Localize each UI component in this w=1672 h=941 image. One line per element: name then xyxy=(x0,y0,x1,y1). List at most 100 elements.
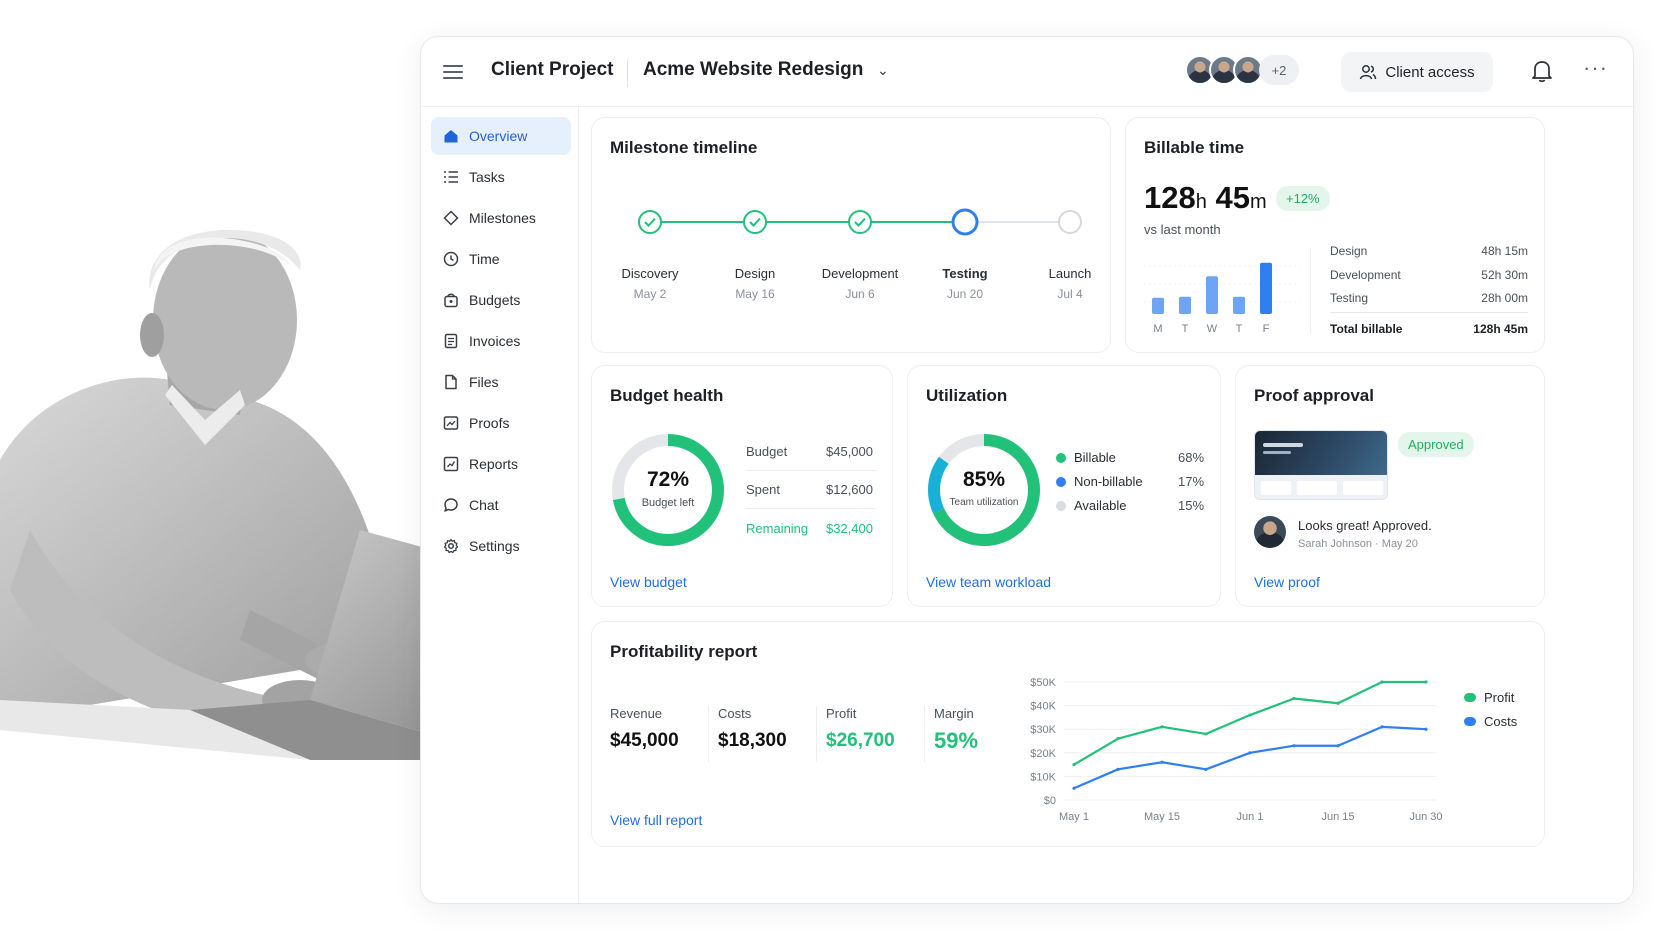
thumbnail-heading xyxy=(1263,443,1303,447)
legend-dot xyxy=(1056,452,1066,463)
milestone-done-marker xyxy=(743,210,767,234)
milestone-date: Jul 4 xyxy=(1057,287,1083,301)
sidebar-item-chat[interactable]: Chat xyxy=(431,486,571,524)
y-tick-label: $10K xyxy=(1030,771,1056,783)
check-icon xyxy=(854,217,866,227)
milestone-label: Design xyxy=(734,266,776,281)
avatar[interactable] xyxy=(1185,55,1215,85)
users-icon xyxy=(1360,65,1377,80)
total-billable-value: 128h 45m xyxy=(1473,322,1528,336)
view-team-workload-link[interactable]: View team workload xyxy=(926,574,1052,590)
change-badge: +12% xyxy=(1276,186,1330,211)
kpi-label: Costs xyxy=(718,706,752,721)
view-budget-link[interactable]: View budget xyxy=(610,574,687,590)
profitability-report-card: Profitability report Revenue $45,000 Cos… xyxy=(591,621,1545,847)
timeline-track xyxy=(638,208,1082,236)
sidebar-item-files[interactable]: Files xyxy=(431,363,571,401)
menu-icon[interactable] xyxy=(443,62,463,80)
kpi-label: Margin xyxy=(934,706,974,721)
avatar[interactable] xyxy=(1233,55,1263,85)
minutes-unit: m xyxy=(1249,191,1267,213)
sidebar-item-label: Time xyxy=(469,251,500,267)
card-title: Budget health xyxy=(610,386,724,405)
milestone-date: Jun 20 xyxy=(946,287,984,301)
data-point xyxy=(1380,680,1384,684)
data-point xyxy=(1204,767,1208,771)
legend-dot xyxy=(1056,500,1066,511)
milestone-done-marker xyxy=(638,210,662,234)
more-members-badge[interactable]: +2 xyxy=(1259,55,1299,85)
sidebar-item-label: Settings xyxy=(469,538,520,554)
team-avatars[interactable]: +2 xyxy=(1185,55,1299,85)
bell-icon[interactable] xyxy=(1531,59,1553,83)
utilization-donut xyxy=(928,434,1040,546)
minutes-value: 45 xyxy=(1215,180,1250,215)
client-access-button[interactable]: Client access xyxy=(1341,52,1493,92)
data-point xyxy=(1072,763,1076,767)
data-point xyxy=(1160,760,1164,764)
data-point xyxy=(1292,744,1296,748)
avatar[interactable] xyxy=(1209,55,1239,85)
legend-label: Billable xyxy=(1074,450,1116,465)
divider xyxy=(924,706,925,762)
day-tick-label: T xyxy=(1236,323,1243,335)
proof-thumbnail[interactable] xyxy=(1254,430,1388,500)
billable-row-value: 48h 15m xyxy=(1481,244,1528,258)
check-icon xyxy=(644,217,656,227)
thumbnail-block xyxy=(1343,481,1383,495)
legend-value: 68% xyxy=(1178,450,1205,465)
sidebar-item-label: Reports xyxy=(469,456,519,472)
sidebar-item-reports[interactable]: Reports xyxy=(431,445,571,483)
milestone-done-marker xyxy=(848,210,872,234)
y-tick-label: $0 xyxy=(1044,795,1056,807)
divider xyxy=(816,706,817,762)
sidebar-item-invoices[interactable]: Invoices xyxy=(431,322,571,360)
view-proof-link[interactable]: View proof xyxy=(1254,574,1320,590)
legend-label: Costs xyxy=(1484,714,1518,729)
data-point xyxy=(1116,737,1120,741)
billable-row-label: Development xyxy=(1330,268,1401,282)
y-tick-label: $30K xyxy=(1030,724,1056,736)
sidebar-item-time[interactable]: Time xyxy=(431,240,571,278)
gear-icon xyxy=(443,538,459,554)
proof-date: May 20 xyxy=(1381,538,1418,550)
billable-arc xyxy=(928,434,1040,546)
compare-label: vs last month xyxy=(1144,222,1221,237)
legend-swatch xyxy=(1464,717,1476,726)
top-bar: Client Project Acme Website Redesign ⌄ +… xyxy=(421,37,1633,107)
sidebar-item-milestones[interactable]: Milestones xyxy=(431,199,571,237)
budget-percent: 72% xyxy=(646,468,690,491)
breadcrumb-divider xyxy=(627,59,628,87)
milestone-label: Testing xyxy=(942,266,988,281)
milestone-label: Launch xyxy=(1048,266,1092,281)
kpi-revenue-value: $45,000 xyxy=(610,730,679,751)
sidebar-item-settings[interactable]: Settings xyxy=(431,527,571,565)
legend-value: 15% xyxy=(1178,498,1205,513)
kpi-costs-value: $18,300 xyxy=(718,730,787,751)
sidebar-item-budgets[interactable]: Budgets xyxy=(431,281,571,319)
sidebar-item-overview[interactable]: Overview xyxy=(431,117,571,155)
project-name-dropdown[interactable]: Acme Website Redesign xyxy=(643,59,864,80)
legend-value: 17% xyxy=(1178,474,1205,489)
sidebar-item-tasks[interactable]: Tasks xyxy=(431,158,571,196)
more-options-icon[interactable]: ··· xyxy=(1583,55,1608,80)
data-point xyxy=(1248,713,1252,717)
kpi-label: Profit xyxy=(826,706,857,721)
billable-row-label: Testing xyxy=(1330,291,1369,305)
chevron-down-icon[interactable]: ⌄ xyxy=(877,62,889,78)
card-title: Proof approval xyxy=(1254,386,1374,405)
milestone-current-marker xyxy=(951,208,979,236)
proof-meta: Sarah Johnson · May 20 xyxy=(1298,538,1418,550)
budget-left-arc xyxy=(612,434,724,546)
card-title: Profitability report xyxy=(610,642,758,661)
sidebar-item-label: Files xyxy=(469,374,499,390)
divider xyxy=(708,706,709,762)
divider xyxy=(1330,312,1528,313)
milestone-upcoming-marker xyxy=(1058,210,1082,234)
sidebar-item-proofs[interactable]: Proofs xyxy=(431,404,571,442)
utilization-card: Utilization 85% Team utilization Billabl… xyxy=(907,365,1221,607)
view-full-report-link[interactable]: View full report xyxy=(610,812,703,828)
milestone-label: Discovery xyxy=(621,266,679,281)
data-point xyxy=(1336,701,1340,705)
file-icon xyxy=(445,374,457,390)
